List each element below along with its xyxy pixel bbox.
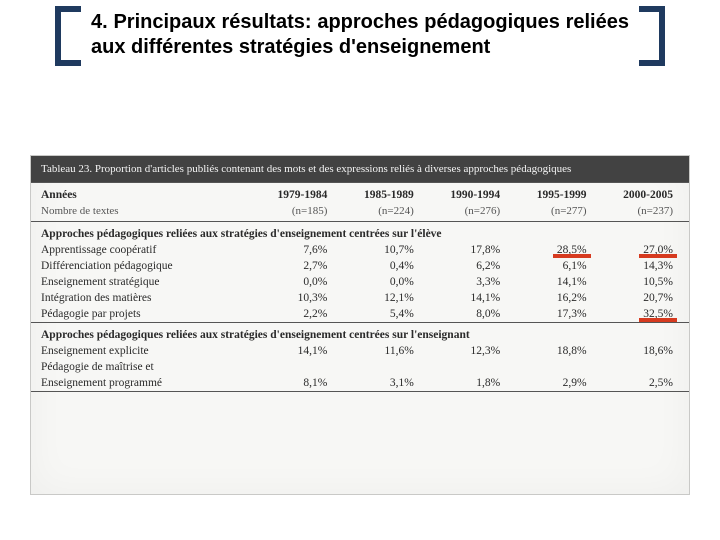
row-label: Apprentissage coopératif xyxy=(31,242,257,258)
data-table: Années 1979-1984 1985-1989 1990-1994 199… xyxy=(31,182,689,392)
cell-value: 2,5% xyxy=(603,375,689,392)
table-row: Différenciation pédagogique2,7%0,4%6,2%6… xyxy=(31,258,689,274)
n-3: (n=277) xyxy=(516,203,602,222)
table-row: Enseignement stratégique0,0%0,0%3,3%14,1… xyxy=(31,274,689,290)
period-1: 1985-1989 xyxy=(343,183,429,203)
cell-value: 28,5% xyxy=(516,242,602,258)
table-caption: Tableau 23. Proportion d'articles publié… xyxy=(31,156,689,182)
cell-value xyxy=(257,359,343,375)
cell-value: 10,5% xyxy=(603,274,689,290)
table-figure: Tableau 23. Proportion d'articles publié… xyxy=(30,155,690,495)
title-container: 4. Principaux résultats: approches pédag… xyxy=(55,6,665,66)
period-2: 1990-1994 xyxy=(430,183,516,203)
cell-value: 3,1% xyxy=(343,375,429,392)
bracket-right-icon xyxy=(639,6,665,66)
highlight-underline: 28,5% xyxy=(557,244,587,256)
cell-value: 10,3% xyxy=(257,290,343,306)
cell-value: 18,8% xyxy=(516,343,602,359)
n-2: (n=276) xyxy=(430,203,516,222)
cell-value: 5,4% xyxy=(343,306,429,323)
slide: 4. Principaux résultats: approches pédag… xyxy=(0,0,720,540)
cell-value xyxy=(603,359,689,375)
highlight-underline: 27,0% xyxy=(643,244,673,256)
cell-value: 8,1% xyxy=(257,375,343,392)
n-4: (n=237) xyxy=(603,203,689,222)
period-3: 1995-1999 xyxy=(516,183,602,203)
cell-value: 11,6% xyxy=(343,343,429,359)
cell-value xyxy=(430,359,516,375)
table-row: Apprentissage coopératif7,6%10,7%17,8% 28… xyxy=(31,242,689,258)
cell-value: 20,7% xyxy=(603,290,689,306)
table-row: Pédagogie de maîtrise et xyxy=(31,359,689,375)
table-row: Enseignement explicite14,1%11,6%12,3%18,… xyxy=(31,343,689,359)
cell-value: 0,0% xyxy=(343,274,429,290)
cell-value xyxy=(343,359,429,375)
count-label: Nombre de textes xyxy=(31,203,257,222)
row-label: Pédagogie de maîtrise et xyxy=(31,359,257,375)
cell-value: 18,6% xyxy=(603,343,689,359)
cell-value: 6,1% xyxy=(516,258,602,274)
n-0: (n=185) xyxy=(257,203,343,222)
section-1-header: Approches pédagogiques reliées aux strat… xyxy=(31,222,689,242)
cell-value: 17,3% xyxy=(516,306,602,323)
cell-value: 12,3% xyxy=(430,343,516,359)
highlight-underline: 32,5% xyxy=(643,308,673,320)
section-2-header: Approches pédagogiques reliées aux strat… xyxy=(31,323,689,343)
cell-value: 27,0% xyxy=(603,242,689,258)
cell-value: 12,1% xyxy=(343,290,429,306)
cell-value: 8,0% xyxy=(430,306,516,323)
cell-value: 1,8% xyxy=(430,375,516,392)
cell-value: 14,1% xyxy=(257,343,343,359)
cell-value: 0,0% xyxy=(257,274,343,290)
table-header-row: Années 1979-1984 1985-1989 1990-1994 199… xyxy=(31,183,689,203)
row-label: Enseignement stratégique xyxy=(31,274,257,290)
row-label: Différenciation pédagogique xyxy=(31,258,257,274)
cell-value: 32,5% xyxy=(603,306,689,323)
cell-value: 3,3% xyxy=(430,274,516,290)
table-row: Intégration des matières10,3%12,1%14,1%1… xyxy=(31,290,689,306)
n-1: (n=224) xyxy=(343,203,429,222)
row-label: Enseignement programmé xyxy=(31,375,257,392)
table-row: Enseignement programmé8,1%3,1%1,8%2,9%2,… xyxy=(31,375,689,392)
row-label: Intégration des matières xyxy=(31,290,257,306)
cell-value: 2,7% xyxy=(257,258,343,274)
cell-value: 2,9% xyxy=(516,375,602,392)
cell-value: 2,2% xyxy=(257,306,343,323)
cell-value: 17,8% xyxy=(430,242,516,258)
slide-title: 4. Principaux résultats: approches pédag… xyxy=(81,6,639,66)
table-subheader-row: Nombre de textes (n=185) (n=224) (n=276)… xyxy=(31,203,689,222)
period-0: 1979-1984 xyxy=(257,183,343,203)
cell-value xyxy=(516,359,602,375)
cell-value: 10,7% xyxy=(343,242,429,258)
cell-value: 7,6% xyxy=(257,242,343,258)
bracket-left-icon xyxy=(55,6,81,66)
cell-value: 14,3% xyxy=(603,258,689,274)
period-4: 2000-2005 xyxy=(603,183,689,203)
table-row: Pédagogie par projets2,2%5,4%8,0%17,3% 32… xyxy=(31,306,689,323)
row-label: Enseignement explicite xyxy=(31,343,257,359)
cell-value: 6,2% xyxy=(430,258,516,274)
row-label: Pédagogie par projets xyxy=(31,306,257,323)
cell-value: 14,1% xyxy=(516,274,602,290)
cell-value: 14,1% xyxy=(430,290,516,306)
cell-value: 16,2% xyxy=(516,290,602,306)
cell-value: 0,4% xyxy=(343,258,429,274)
years-label: Années xyxy=(31,183,257,203)
